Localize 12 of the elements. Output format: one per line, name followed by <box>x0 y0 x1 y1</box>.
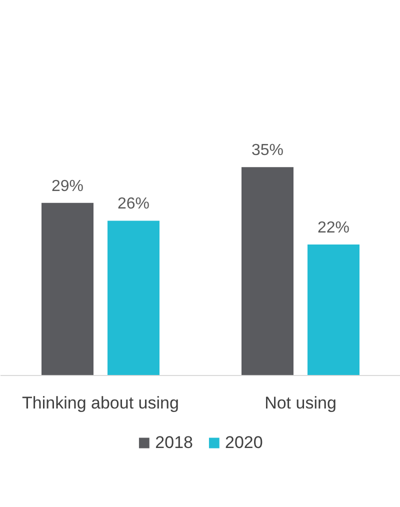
bar <box>242 167 294 376</box>
x-tick-label: Thinking about using <box>22 394 179 412</box>
data-label: 22% <box>317 220 350 237</box>
bar <box>42 202 94 376</box>
bar <box>108 220 160 376</box>
data-label: 35% <box>251 142 284 160</box>
data-label: 29% <box>51 178 84 195</box>
x-tick-label: Not using <box>264 394 336 412</box>
bar <box>308 244 360 376</box>
data-label: 26% <box>117 196 150 213</box>
legend-label: 2018 <box>155 432 193 452</box>
legend-label: 2020 <box>225 432 263 452</box>
